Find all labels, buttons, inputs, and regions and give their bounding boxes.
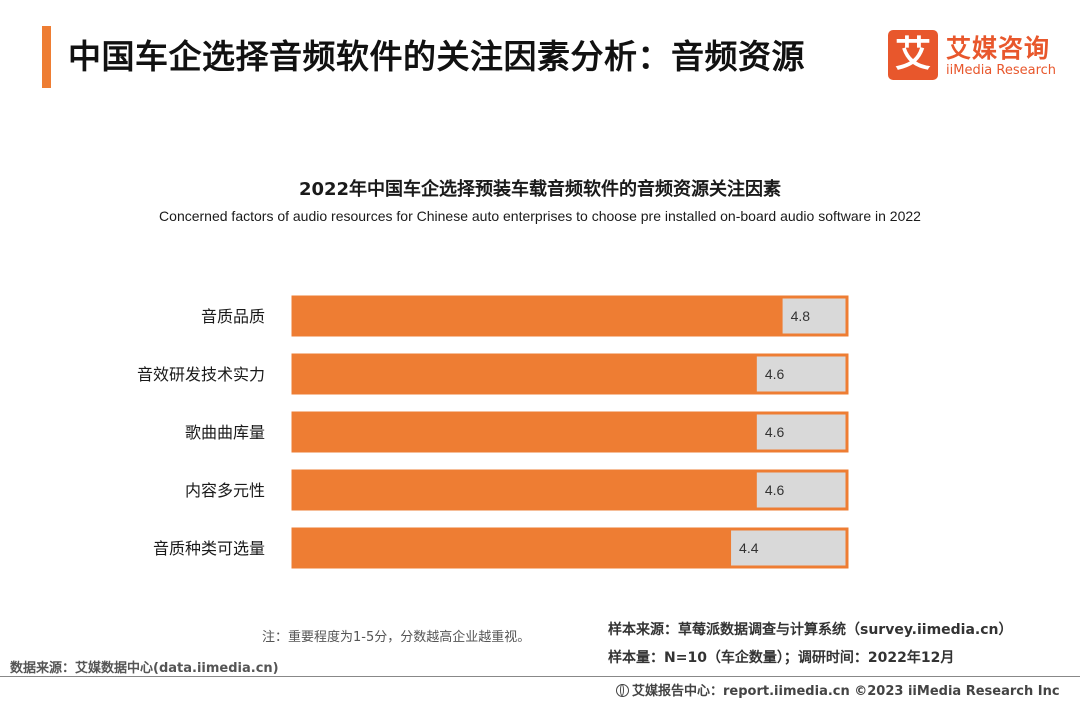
chart-title: 2022年中国车企选择预装车载音频软件的音频资源关注因素 bbox=[298, 179, 782, 200]
chart-subtitle: Concerned factors of audio resources for… bbox=[159, 208, 921, 224]
scale-note: 注：重要程度为1-5分，分数越高企业越重视。 bbox=[262, 630, 531, 645]
footer: 艾媒报告中心：report.iimedia.cn ©2023 iiMedia R… bbox=[616, 680, 1060, 699]
bar-fill bbox=[293, 529, 732, 567]
iimedia-logo: 艾 艾媒咨询 iiMedia Research bbox=[888, 30, 1068, 82]
bar-row: 内容多元性 4.6 bbox=[185, 469, 849, 511]
sample-source: 样本来源：草莓派数据调查与计算系统（survey.iimedia.cn） bbox=[608, 622, 1013, 638]
footer-divider bbox=[0, 676, 1080, 677]
logo-mark: 艾 bbox=[888, 30, 938, 80]
bar-fill bbox=[293, 471, 757, 509]
title-accent-bar bbox=[42, 26, 51, 88]
category-label: 音质种类可选量 bbox=[153, 539, 265, 558]
category-label: 音质品质 bbox=[201, 307, 265, 326]
value-label: 4.8 bbox=[791, 308, 811, 324]
bar-row: 音质种类可选量 4.4 bbox=[153, 527, 849, 569]
category-label: 歌曲曲库量 bbox=[185, 423, 265, 442]
logo-text-en: iiMedia Research bbox=[946, 63, 1057, 78]
page-title: 中国车企选择音频软件的关注因素分析：音频资源 bbox=[68, 37, 805, 76]
category-label: 音效研发技术实力 bbox=[137, 365, 265, 384]
data-source: 数据来源：艾媒数据中心(data.iimedia.cn) bbox=[10, 661, 279, 676]
category-label: 内容多元性 bbox=[185, 481, 265, 500]
footer-text: 艾媒报告中心：report.iimedia.cn ©2023 iiMedia R… bbox=[632, 684, 1060, 699]
logo-text-cn: 艾媒咨询 bbox=[946, 34, 1051, 63]
bar-fill bbox=[293, 297, 783, 335]
value-label: 4.6 bbox=[765, 366, 785, 382]
bar-row: 歌曲曲库量 4.6 bbox=[185, 411, 849, 453]
value-label: 4.6 bbox=[765, 424, 785, 440]
globe-icon bbox=[616, 684, 629, 697]
bar-chart: 音质品质 4.8 音效研发技术实力 4.6 歌曲曲库量 4.6 内容多元性 4.6 音质种类可选… bbox=[137, 295, 849, 569]
bar-fill bbox=[293, 355, 757, 393]
value-label: 4.4 bbox=[739, 540, 759, 556]
sample-size: 样本量：N=10（车企数量）；调研时间：2022年12月 bbox=[608, 650, 955, 666]
value-label: 4.6 bbox=[765, 482, 785, 498]
bar-row: 音效研发技术实力 4.6 bbox=[137, 353, 849, 395]
bar-fill bbox=[293, 413, 757, 451]
bar-row: 音质品质 4.8 bbox=[201, 295, 849, 337]
